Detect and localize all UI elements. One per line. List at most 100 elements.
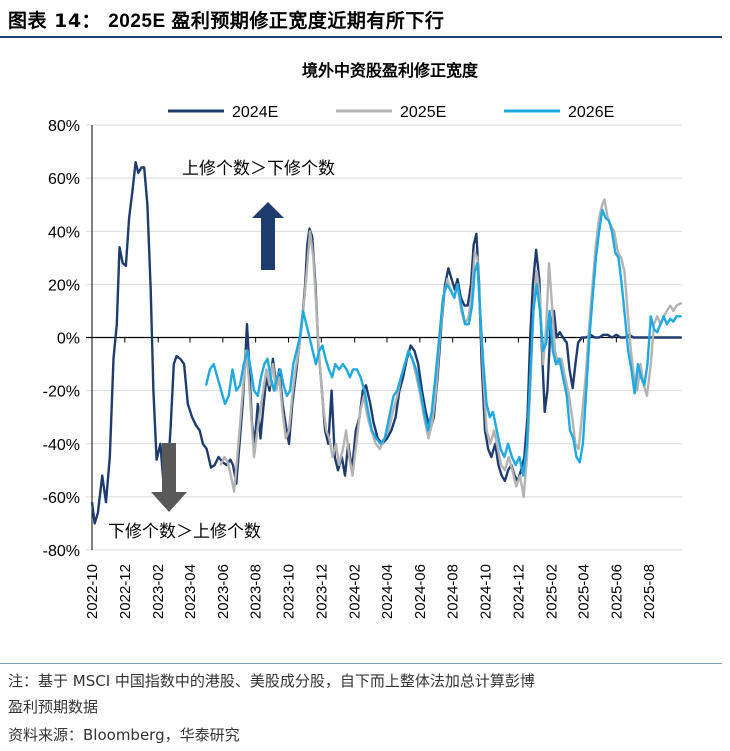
data-point (508, 456, 510, 458)
data-point (265, 368, 267, 370)
data-point (551, 299, 553, 301)
data-point (94, 522, 96, 524)
data-point (230, 475, 232, 477)
data-point (305, 323, 307, 325)
data-point (269, 390, 271, 392)
figure-header: 图表 14： 2025E 盈利预期修正宽度近期有所下行 (8, 6, 444, 33)
data-point (607, 334, 609, 336)
data-point (614, 251, 616, 254)
data-point (175, 355, 178, 357)
data-point (497, 448, 499, 450)
data-point (507, 469, 509, 471)
data-point (617, 257, 620, 259)
x-axis: 2022-10 2022-12 2023-02 2023-04 2023-06 2023-… (84, 337, 658, 619)
data-point (332, 456, 334, 458)
data-point (348, 456, 350, 458)
data-point (296, 350, 298, 352)
data-point (637, 336, 639, 339)
data-point (325, 358, 327, 360)
data-point (363, 390, 365, 392)
data-point (156, 459, 158, 461)
data-point (243, 363, 245, 365)
data-point (246, 323, 248, 325)
y-tick-label: 60% (48, 171, 80, 188)
note-line-2: 盈利预期数据 (8, 698, 99, 716)
data-point (266, 358, 269, 360)
data-point (585, 390, 587, 392)
data-point (388, 416, 390, 418)
data-point (118, 246, 121, 248)
data-point (548, 262, 550, 264)
data-point (342, 448, 344, 450)
data-point (571, 416, 573, 418)
data-point (319, 363, 321, 365)
data-point (464, 323, 466, 325)
data-point (646, 395, 648, 397)
data-point (269, 384, 271, 386)
x-tick-label: 2023-06 (215, 564, 232, 619)
data-point (360, 376, 362, 378)
data-point (617, 251, 619, 254)
data-point (467, 305, 469, 307)
data-point (356, 368, 358, 370)
y-tick-label: 0% (57, 331, 80, 348)
data-point (658, 336, 661, 339)
data-point (532, 310, 535, 312)
data-point (309, 230, 311, 232)
data-point (183, 363, 185, 365)
data-point (438, 336, 440, 339)
data-point (283, 384, 285, 386)
x-tick-label: 2023-08 (248, 564, 265, 619)
x-tick-label: 2023-02 (150, 564, 167, 619)
data-point (395, 416, 397, 418)
data-point (497, 464, 499, 466)
data-point (352, 368, 354, 370)
data-point (421, 390, 423, 392)
data-point (554, 350, 556, 352)
data-point (298, 350, 300, 352)
y-tick-label: 40% (48, 224, 80, 241)
data-point (542, 350, 544, 352)
x-tick-label: 2025-08 (641, 564, 658, 619)
data-point (669, 305, 671, 307)
footer-rule (0, 663, 722, 664)
data-point (272, 358, 274, 360)
data-point (566, 342, 568, 344)
data-point (471, 305, 473, 307)
data-point (578, 448, 580, 450)
data-point (367, 411, 369, 413)
data-point (236, 456, 238, 458)
data-point (566, 395, 568, 397)
data-point (328, 437, 330, 439)
data-point (645, 336, 648, 339)
data-point (116, 323, 118, 325)
data-point (624, 315, 626, 317)
data-point (359, 411, 361, 413)
data-point (260, 376, 262, 378)
data-point (318, 350, 320, 352)
data-point (227, 461, 229, 463)
data-point (342, 363, 344, 365)
data-point (344, 475, 346, 477)
data-point (407, 350, 410, 352)
data-point (372, 421, 375, 424)
data-point (262, 390, 264, 392)
data-point (556, 336, 558, 339)
data-point (299, 336, 301, 339)
data-point (229, 459, 231, 461)
data-point (552, 350, 554, 352)
data-point (273, 390, 275, 392)
data-point (489, 416, 491, 418)
data-point (523, 496, 525, 498)
down-arrow (151, 443, 187, 512)
data-point (282, 411, 284, 413)
data-point (486, 429, 488, 432)
data-point (270, 376, 272, 378)
data-point (579, 461, 581, 463)
data-point (504, 480, 506, 482)
x-tick-label: 2023-12 (313, 564, 330, 619)
y-tick-label: -20% (43, 384, 80, 401)
y-tick-label: 20% (48, 277, 80, 294)
data-point (217, 456, 220, 458)
data-point (475, 233, 477, 235)
